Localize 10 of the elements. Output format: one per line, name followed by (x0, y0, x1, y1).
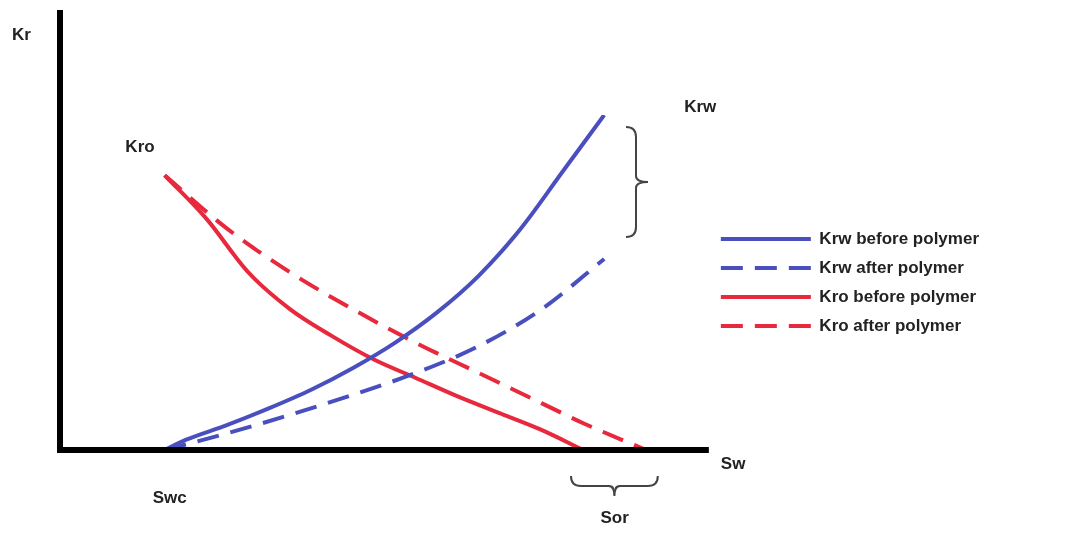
text: Kro after polymer (819, 315, 962, 335)
y-axis-title: Kr (12, 24, 32, 44)
text: Sor (600, 507, 630, 527)
text: Kro before polymer (819, 286, 977, 306)
annotation: Krw (684, 96, 718, 116)
text: Swc (152, 487, 187, 507)
text: Krw after polymer (819, 257, 965, 277)
annotation: Kro (125, 136, 155, 156)
x-axis-title: Sw (720, 453, 747, 473)
text: Krw before polymer (819, 228, 980, 248)
